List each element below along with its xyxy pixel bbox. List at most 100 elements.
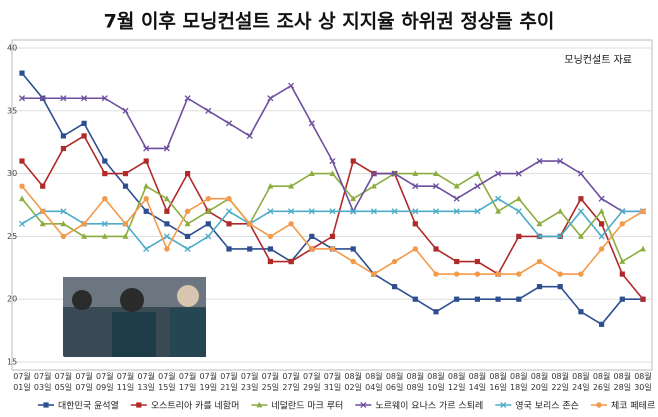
- marker: [329, 157, 336, 165]
- marker: [184, 220, 191, 227]
- series-line: [22, 84, 643, 214]
- legend-label: 오스트리아 카를 네함머: [151, 401, 240, 412]
- x-tick-label: 08월 24일: [572, 372, 590, 392]
- marker: [432, 183, 440, 190]
- marker: [619, 296, 625, 302]
- photo: [63, 277, 206, 357]
- x-tick-label: 08월 14일: [468, 372, 487, 392]
- marker: [557, 208, 564, 214]
- marker: [412, 246, 418, 252]
- marker: [81, 133, 87, 139]
- marker: [267, 258, 273, 265]
- x-tick-label: 07월 11일: [116, 372, 135, 392]
- photo-person: [120, 288, 144, 312]
- marker: [392, 284, 398, 290]
- x-tick-label: 07월 31일: [323, 372, 342, 392]
- marker: [18, 95, 26, 102]
- marker: [267, 233, 274, 240]
- marker: [225, 120, 233, 127]
- marker: [474, 170, 481, 176]
- marker: [515, 208, 522, 215]
- marker: [578, 271, 584, 277]
- marker: [536, 284, 543, 290]
- y-tick-label: 25: [7, 232, 17, 241]
- x-tick-label: 07월 19일: [199, 372, 218, 392]
- marker: [453, 182, 460, 189]
- marker: [101, 95, 108, 102]
- x-tick-label: 07월 13일: [137, 372, 155, 392]
- marker: [225, 208, 233, 215]
- marker: [122, 171, 129, 177]
- marker: [205, 208, 212, 214]
- marker: [350, 208, 357, 215]
- photo-person: [170, 308, 206, 357]
- x-tick-label: 07월 07일: [75, 372, 93, 392]
- marker: [578, 196, 584, 202]
- marker: [412, 221, 418, 227]
- marker: [19, 195, 25, 202]
- legend-label: 네덜란드 마크 루터: [271, 400, 343, 412]
- marker: [60, 220, 67, 227]
- marker: [308, 208, 315, 215]
- marker: [371, 271, 377, 277]
- marker: [19, 158, 25, 164]
- marker: [619, 208, 626, 215]
- photo-person: [112, 312, 156, 357]
- x-tick-label: 07월 17일: [178, 372, 197, 392]
- marker: [329, 233, 336, 239]
- marker: [164, 208, 170, 214]
- x-tick-label: 08월 20일: [530, 372, 549, 392]
- legend-label: 노르웨이 요나스 가르 스퇴레: [375, 400, 483, 412]
- marker: [433, 309, 439, 315]
- y-tick-label: 30: [7, 169, 17, 178]
- marker: [101, 233, 108, 239]
- marker: [81, 120, 87, 126]
- marker: [412, 170, 419, 176]
- marker: [557, 284, 563, 290]
- marker: [619, 271, 625, 277]
- x-tick-label: 08월 02일: [344, 372, 362, 392]
- marker: [309, 246, 315, 252]
- marker: [515, 170, 522, 177]
- marker: [247, 246, 253, 252]
- x-tick-label: 07월 25일: [261, 372, 280, 392]
- marker: [288, 258, 294, 265]
- x-tick-label: 07월 29일: [303, 372, 321, 392]
- x-tick-label: 08월 26일: [592, 372, 611, 392]
- marker: [308, 120, 315, 127]
- marker: [391, 170, 398, 177]
- marker: [288, 208, 295, 215]
- photo-person: [177, 285, 199, 307]
- marker: [18, 220, 26, 227]
- marker: [370, 208, 377, 215]
- marker: [454, 271, 460, 277]
- marker: [102, 171, 108, 177]
- marker: [578, 309, 584, 315]
- x-tick-label: 08월 30일: [634, 372, 652, 392]
- series-line: [21, 185, 644, 276]
- x-tick-label: 07월 27일: [282, 372, 300, 392]
- marker: [536, 220, 543, 227]
- marker: [288, 82, 295, 89]
- marker: [226, 246, 232, 252]
- x-tick-label: 08월 22일: [551, 372, 569, 392]
- marker: [60, 95, 67, 102]
- marker: [184, 95, 191, 102]
- marker: [184, 245, 191, 253]
- marker: [599, 221, 605, 227]
- marker: [122, 183, 129, 189]
- marker: [640, 245, 646, 252]
- marker: [370, 170, 377, 177]
- x-tick-label: 07월 05일: [54, 372, 73, 392]
- marker: [495, 271, 501, 277]
- marker: [267, 246, 273, 252]
- legend-label: 대한민국 윤석열: [58, 401, 119, 412]
- marker: [164, 246, 170, 252]
- marker: [163, 233, 170, 240]
- marker: [474, 208, 481, 215]
- marker: [143, 145, 150, 152]
- marker: [19, 183, 25, 189]
- marker: [557, 271, 563, 277]
- marker: [495, 296, 501, 302]
